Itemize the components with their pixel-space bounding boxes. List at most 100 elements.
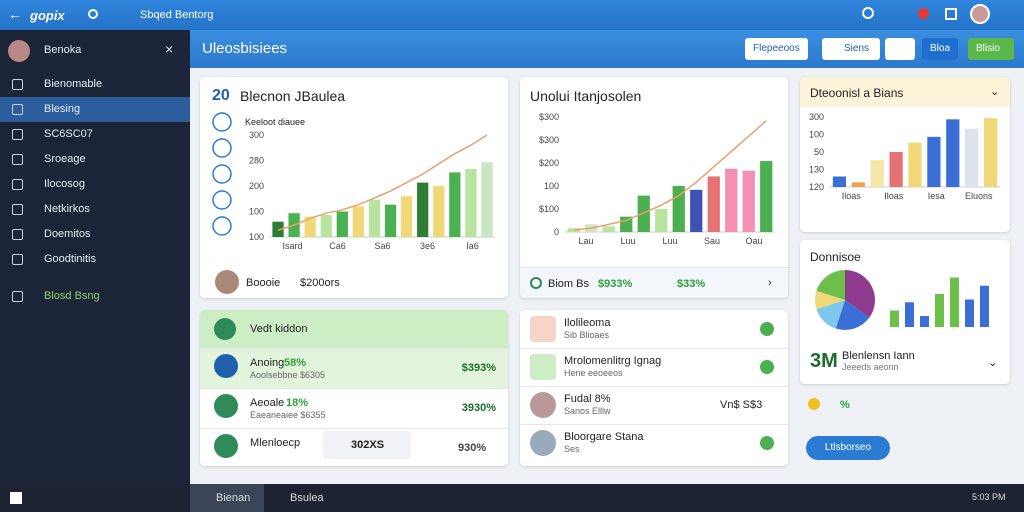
bar-chart: 300 280 200 100 100 Isard Ca6 Sa6 3e6 Ia6 [212, 112, 495, 251]
nav-item[interactable]: Netkirkos [0, 197, 190, 222]
nav-item[interactable]: SC6SC07 [0, 122, 190, 147]
bar [983, 118, 998, 187]
chevron[interactable]: ⌄ [988, 357, 998, 369]
y-tick-label: 50 [814, 147, 824, 157]
task-app[interactable] [190, 484, 264, 512]
user-avatar [8, 40, 30, 62]
row-icon [214, 434, 238, 458]
icon [212, 190, 232, 210]
page-title: Uleosbisiees [202, 40, 288, 57]
row-icon [530, 354, 556, 380]
x-tick-label: Iesa [928, 191, 945, 201]
y-tick-label: $300 [539, 112, 559, 122]
status-icon [760, 436, 774, 450]
icon [214, 318, 236, 340]
action-button[interactable]: Ltlsborseo [806, 436, 890, 460]
row[interactable] [520, 386, 788, 387]
task-label[interactable]: Bienan [216, 492, 251, 504]
chevron[interactable]: › [768, 277, 772, 289]
row-sub: Ses [564, 444, 580, 454]
row-value: 930% [458, 442, 487, 454]
row-name: Anoing [250, 357, 285, 369]
x-tick-label: Luu [662, 236, 677, 246]
back-button[interactable]: ← [8, 6, 22, 22]
nav-label: Sroeage [44, 153, 86, 165]
bar [980, 285, 989, 327]
button[interactable]: Bloa [922, 38, 959, 60]
nav-item[interactable]: Bienomable [0, 72, 190, 97]
bar [417, 182, 429, 237]
x-tick-label: Lau [578, 236, 593, 246]
bar [889, 152, 903, 187]
pill: 302XS [323, 431, 411, 459]
bar [707, 176, 720, 232]
pie-chart [815, 270, 989, 330]
icon[interactable] [88, 9, 98, 19]
close-button[interactable]: × [165, 41, 174, 57]
y-tick-label: $300 [539, 135, 559, 145]
icon-button[interactable] [885, 38, 915, 60]
search[interactable] [862, 7, 874, 19]
nav-item[interactable]: Blosd Bsng [0, 284, 190, 309]
nav-label: Netkirkos [44, 203, 90, 215]
pie-slice [845, 270, 875, 318]
y-tick-label: 200 [249, 181, 264, 191]
card: Donnisoe 3M Blenlensn Iann Jeeeds aeonn … [800, 240, 1010, 384]
nav-item[interactable]: Blesing [0, 97, 190, 122]
nav-item[interactable]: Sroeage [0, 147, 190, 172]
nav-item[interactable]: Goodtinitis [0, 247, 190, 272]
button[interactable]: Siens [822, 38, 880, 60]
bar [935, 294, 944, 327]
row[interactable] [200, 388, 508, 428]
row[interactable] [200, 428, 508, 466]
nav-item[interactable]: Doemitos [0, 222, 190, 247]
nav-item[interactable]: Ilocosog [0, 172, 190, 197]
pie-slice [816, 270, 845, 300]
avatar[interactable] [970, 4, 990, 24]
pie-slice [835, 300, 870, 330]
sidebar: Benoka × Bienomable Blesing SC6SC07 Sroeage… [0, 30, 190, 484]
bar [384, 204, 397, 237]
start-button[interactable] [10, 492, 22, 504]
card-title: Dteoonisl a Bians [810, 86, 904, 100]
task-label[interactable]: Bsulea [290, 492, 324, 504]
chevron[interactable]: ⌄ [990, 86, 1000, 98]
bar [368, 199, 381, 237]
y-tick-label: 130 [809, 165, 824, 175]
row[interactable] [200, 348, 508, 388]
notification[interactable] [918, 8, 929, 19]
row-title: Ilolileoma [564, 317, 611, 329]
trend-line [573, 120, 767, 231]
row[interactable] [520, 424, 788, 425]
row-title: Mrolomenlitrg Ignag [564, 355, 662, 367]
x-tick-label: Oau [745, 236, 762, 246]
y-tick-label: 300 [249, 130, 264, 140]
icon [212, 112, 232, 132]
row-sub: Sanos Elllw [564, 406, 611, 416]
bar-chart: 300 100 50 130 120 Iloas Iloas Iesa Eluons [809, 112, 1000, 201]
button[interactable]: Blisio [968, 38, 1014, 60]
pie-slice [815, 290, 845, 310]
button[interactable]: Flepeeoos [745, 38, 808, 60]
window-icon[interactable] [945, 8, 957, 20]
bar [927, 136, 941, 187]
bar [602, 226, 615, 232]
bar [760, 161, 773, 232]
nav-label: SC6SC07 [44, 128, 93, 140]
stat: $33% [677, 278, 706, 290]
row-title: Bloorgare Stana [564, 431, 644, 443]
nav-label: Ilocosog [44, 178, 85, 190]
bar [352, 206, 365, 237]
bar [272, 221, 284, 237]
x-tick-label: Sa6 [374, 241, 390, 251]
tab-title[interactable]: Sbqed Bentorg [140, 9, 214, 21]
card: Ilolileoma Sib Blioaes Mrolomenlitrg Ignag… [520, 310, 788, 466]
icon [212, 216, 232, 236]
row-name: Aeoale [250, 397, 285, 409]
big-number: 3M [810, 350, 838, 372]
row[interactable] [520, 348, 788, 349]
bar [637, 195, 650, 232]
avatar [215, 270, 239, 294]
nav-label: Goodtinitis [44, 253, 96, 265]
